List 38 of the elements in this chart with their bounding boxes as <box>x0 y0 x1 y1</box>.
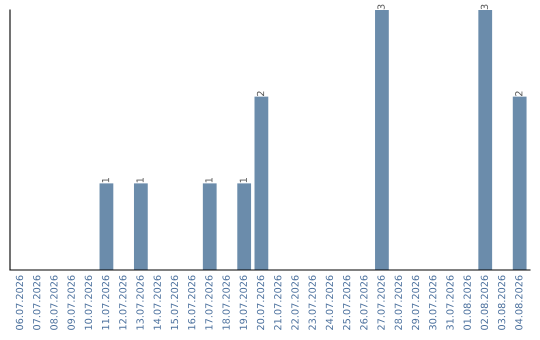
x-tick-label: 01.08.2026 <box>463 275 471 330</box>
x-tick-label: 03.08.2026 <box>498 275 506 330</box>
x-tick-label: 12.07.2026 <box>119 275 126 330</box>
x-tick-label: 07.07.2026 <box>33 275 40 330</box>
x-tick-label: 16.07.2026 <box>188 275 196 330</box>
data-label: 1 <box>136 178 144 182</box>
x-tick-label: 14.07.2026 <box>154 275 161 330</box>
data-label: 2 <box>515 91 522 96</box>
data-label: 1 <box>205 178 212 182</box>
x-tick-label: 26.07.2026 <box>360 275 368 330</box>
x-tick-label: 08.07.2026 <box>50 275 58 330</box>
x-tick-label: 11.07.2026 <box>102 275 110 330</box>
x-tick-label: 06.07.2026 <box>16 275 24 330</box>
x-tick-label: 22.07.2026 <box>291 275 299 330</box>
x-tick-label: 29.07.2026 <box>412 275 420 330</box>
x-tick-label: 17.07.2026 <box>205 275 213 330</box>
data-label: 1 <box>102 178 110 182</box>
x-tick-label: 13.07.2026 <box>136 275 144 330</box>
x-tick-label: 28.07.2026 <box>394 275 402 330</box>
x-tick-label: 30.07.2026 <box>429 275 436 330</box>
data-label: 3 <box>377 4 385 10</box>
x-tick-label: 15.07.2026 <box>170 275 178 330</box>
x-tick-label: 27.07.2026 <box>377 275 385 330</box>
x-tick-label: 20.07.2026 <box>256 275 264 330</box>
data-label: 3 <box>480 4 488 10</box>
x-tick-label: 09.07.2026 <box>67 275 75 330</box>
x-tick-label: 04.08.2026 <box>515 275 522 330</box>
x-tick-label: 21.07.2026 <box>274 275 282 330</box>
x-tick-label: 25.07.2026 <box>342 275 350 330</box>
x-tick-label: 18.07.2026 <box>222 275 230 330</box>
x-tick-label: 19.07.2026 <box>240 275 247 330</box>
x-tick-label: 02.08.2026 <box>480 275 488 330</box>
x-tick-label: 10.07.2026 <box>84 275 92 330</box>
x-tick-label: 31.07.2026 <box>446 275 454 330</box>
data-label: 2 <box>256 91 264 96</box>
data-label: 1 <box>240 178 247 182</box>
x-tick-label: 24.07.2026 <box>326 275 334 330</box>
x-tick-label: 23.07.2026 <box>308 275 316 330</box>
